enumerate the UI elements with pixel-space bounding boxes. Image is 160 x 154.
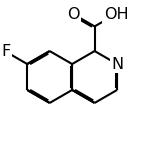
Text: F: F bbox=[1, 44, 11, 59]
Text: N: N bbox=[111, 57, 123, 71]
Text: O: O bbox=[67, 7, 80, 22]
Text: OH: OH bbox=[104, 7, 128, 22]
